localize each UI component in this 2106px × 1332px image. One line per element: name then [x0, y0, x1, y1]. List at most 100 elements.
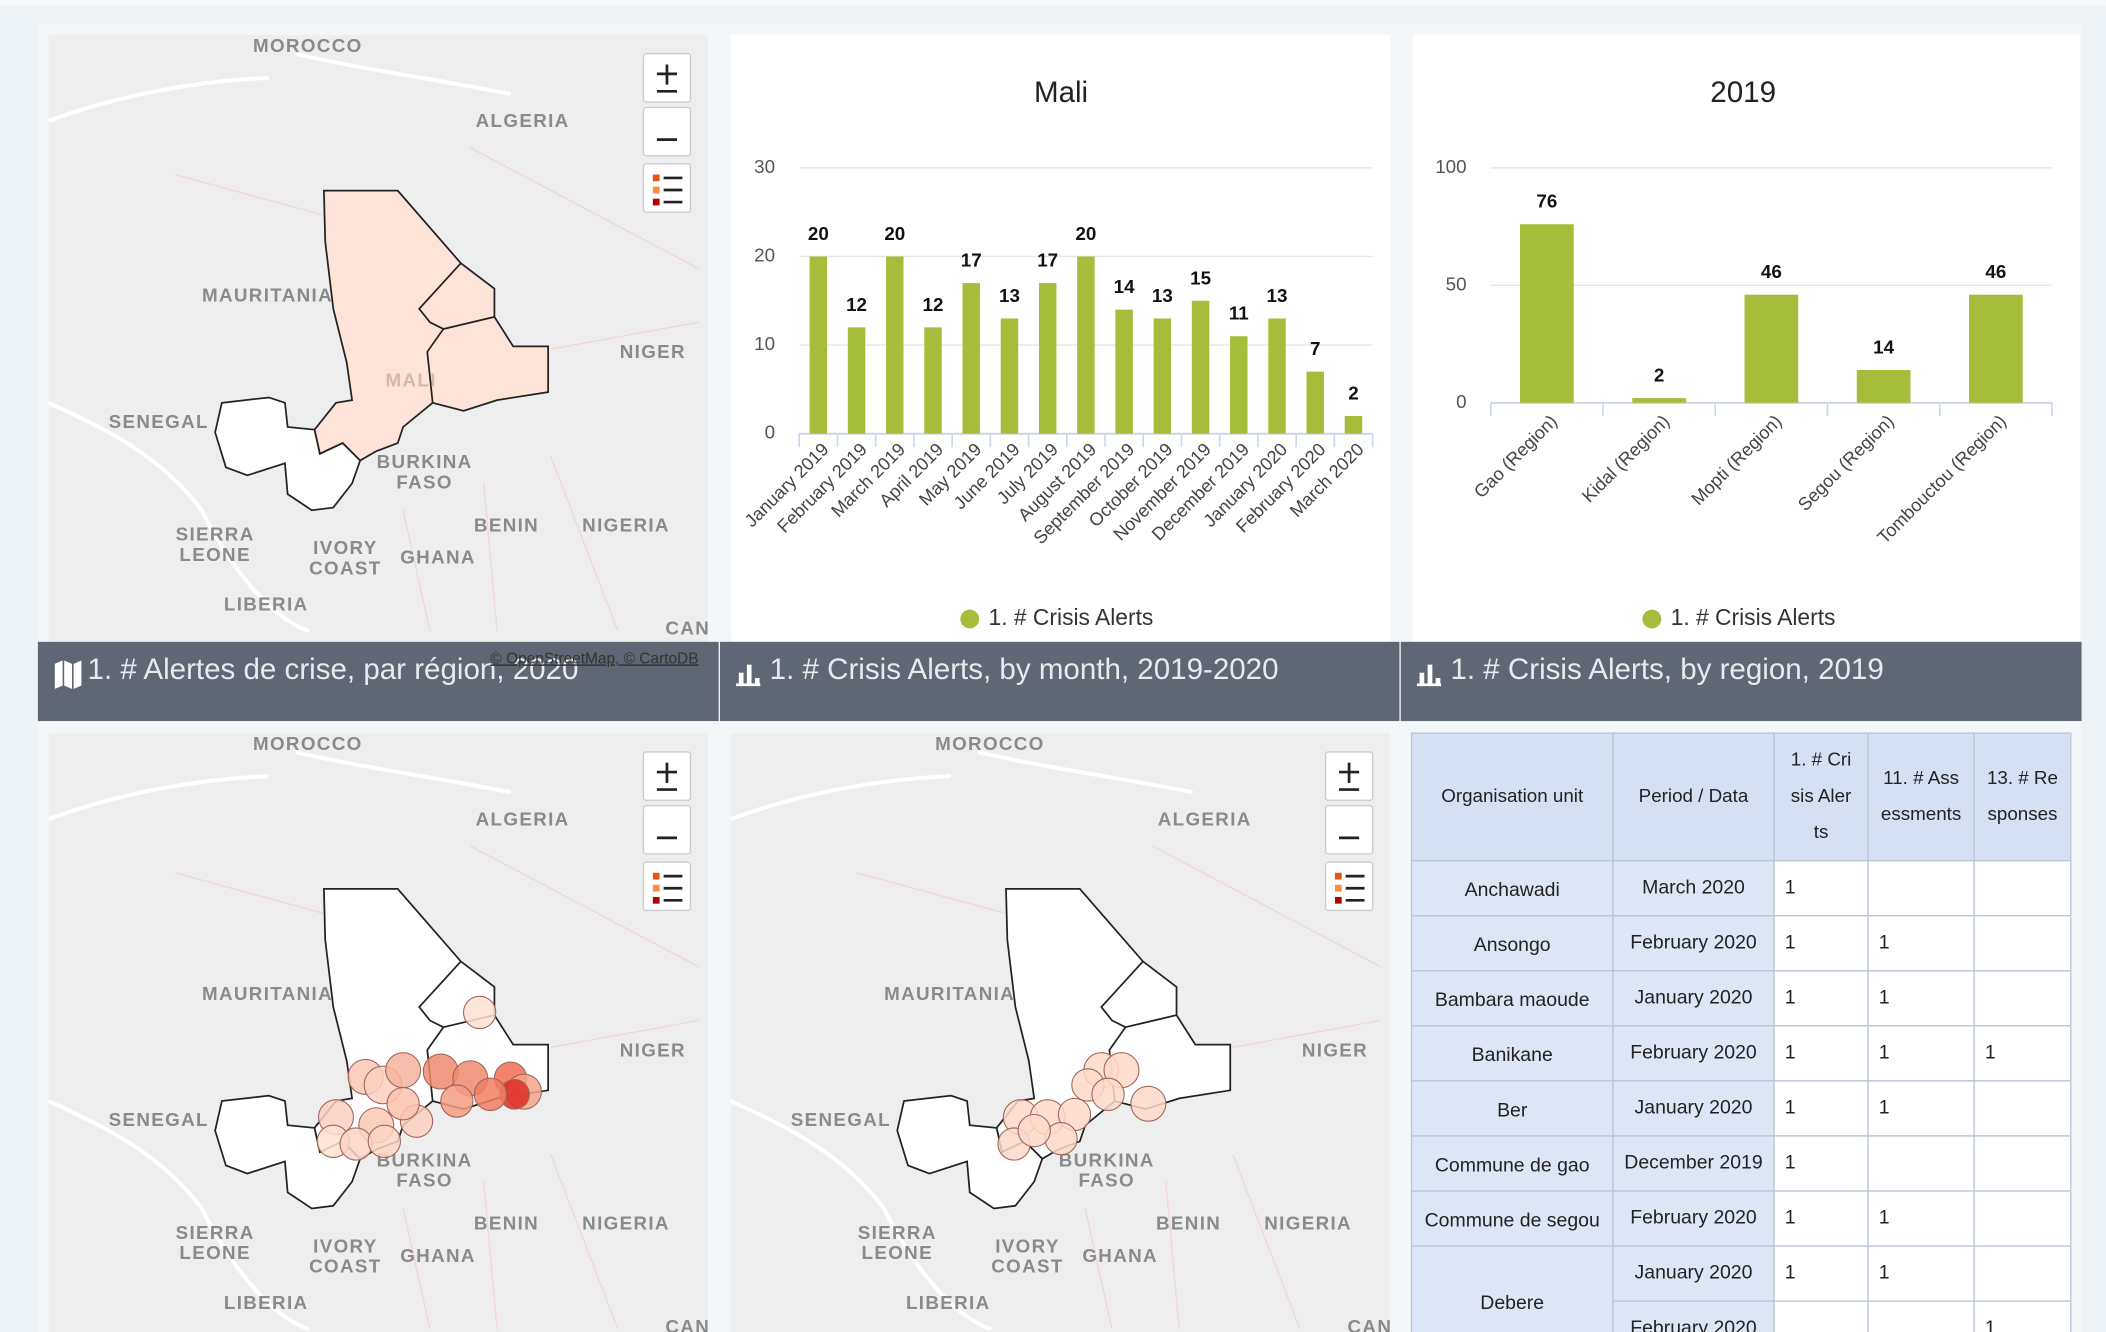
map-label: CAN — [665, 1316, 710, 1332]
map-label: SENEGAL — [791, 1109, 891, 1130]
table-period: February 2020 — [1630, 1207, 1757, 1229]
table-cell — [1773, 1025, 1869, 1082]
map-label: GHANA — [400, 547, 476, 568]
table-value: 1 — [1879, 1207, 1890, 1229]
data-label: 20 — [1075, 223, 1096, 244]
table-header: 1. # Cri sis Aler ts — [1791, 749, 1852, 843]
table-value: 1 — [1785, 1207, 1796, 1229]
data-label: 13 — [1267, 285, 1288, 306]
map-bubble — [385, 1052, 422, 1089]
table-period: February 2020 — [1630, 1317, 1757, 1332]
data-label: 13 — [999, 285, 1020, 306]
table-unit: Anchawadi — [1465, 879, 1560, 901]
panel-header — [1400, 641, 2082, 722]
table-value: 1 — [1879, 1042, 1890, 1064]
map-bubble — [422, 1053, 459, 1090]
table-value: 1 — [1879, 986, 1890, 1008]
chart-title: Mali — [1034, 76, 1088, 109]
table-unit: Ber — [1497, 1099, 1528, 1121]
icon — [652, 884, 660, 892]
data-label: 46 — [1985, 261, 2006, 282]
table-cell — [1973, 860, 2072, 917]
table-cell — [1612, 732, 1775, 862]
legend-marker — [1642, 609, 1662, 629]
map-border — [174, 147, 699, 632]
map-label: NIGERIA — [582, 1213, 670, 1234]
map-label: LIBERIA — [906, 1292, 991, 1313]
map-label: NIGER — [620, 1039, 686, 1060]
panel-title: 1. # Alertes de crise, par région, 2020 — [88, 653, 579, 686]
table-cell — [1867, 860, 1975, 917]
bar — [1038, 283, 1057, 434]
bar-chart-icon — [736, 683, 761, 687]
map-bubble — [367, 1124, 401, 1158]
map: MOROCCO ALGERIA MAURITANIA NIGER SENEGAL BURK… — [730, 733, 1390, 1332]
legend-label: 1. # Crisis Alerts — [1671, 604, 1836, 630]
bar — [847, 327, 866, 434]
map-layer: MOROCCO ALGERIA MAURITANIA NIGER SENEGAL BURK… — [730, 733, 1390, 1332]
map-coast — [48, 749, 511, 1332]
map-label: GHANA — [400, 1245, 476, 1266]
map-minus-button — [1324, 804, 1374, 855]
map-label: MOROCCO — [935, 733, 1045, 754]
data-label: 2 — [1654, 365, 1664, 386]
map-label: IVORY — [995, 1235, 1059, 1256]
mali-region — [896, 1094, 1044, 1210]
panel-header — [37, 641, 719, 722]
table-period: March 2020 — [1642, 876, 1745, 898]
table-cell — [1973, 1190, 2072, 1247]
table-cell — [1410, 1190, 1614, 1247]
y-tick-label: 50 — [1446, 273, 1467, 294]
table-unit: Commune de segou — [1425, 1209, 1600, 1231]
bar — [886, 256, 904, 434]
mali-region — [313, 189, 550, 462]
mali-region — [995, 888, 1232, 1160]
table-value: 1 — [1785, 1097, 1796, 1119]
bar — [1153, 318, 1172, 434]
table-value: 1 — [1785, 876, 1796, 898]
table-cell — [1973, 1135, 2072, 1192]
map-minus-button — [642, 804, 692, 855]
table-value: 1 — [1785, 986, 1796, 1008]
bar — [1969, 294, 2023, 403]
data-label: 20 — [884, 223, 905, 244]
table-cell — [1973, 1245, 2072, 1302]
table-unit: Debere — [1480, 1292, 1544, 1314]
data-label: 17 — [961, 250, 982, 271]
bar — [1344, 415, 1363, 434]
mali-region — [214, 1094, 362, 1210]
bar — [1744, 294, 1799, 403]
bar — [1115, 309, 1133, 434]
table-cell — [1773, 1300, 1869, 1332]
data-label: 14 — [1114, 276, 1135, 297]
y-tick-label: 0 — [1456, 391, 1466, 412]
table-cell — [1410, 1025, 1614, 1082]
map-bubble — [440, 1084, 474, 1118]
icon — [656, 64, 678, 93]
bar-chart-icon — [746, 664, 752, 684]
map-label: COAST — [991, 1256, 1063, 1277]
table-value: 1 — [1879, 1097, 1890, 1119]
bar — [924, 327, 942, 434]
map-bubble — [1091, 1077, 1125, 1111]
map-label: FASO — [1078, 1170, 1135, 1191]
map-label: LEONE — [179, 1242, 250, 1263]
bar-chart-icon — [738, 672, 744, 684]
icon — [1334, 884, 1342, 892]
map-label: SIERRA — [176, 524, 255, 545]
map-bubble — [386, 1087, 420, 1121]
map: MOROCCO ALGERIA MAURITANIA NIGER SENEGAL MALI… — [48, 34, 708, 642]
data-label: 15 — [1190, 267, 1211, 288]
icon — [1339, 762, 1360, 791]
map-label: FASO — [396, 471, 453, 492]
table-cell — [1867, 1135, 1975, 1192]
bar-chart-icon — [1416, 683, 1442, 687]
bar — [1632, 398, 1686, 403]
map-label: LEONE — [179, 544, 250, 565]
y-tick-label: 30 — [754, 156, 775, 177]
map-label: LIBERIA — [224, 594, 309, 615]
table-cell — [1867, 1300, 1975, 1332]
table-cell — [1773, 970, 1869, 1027]
map-label: ALGERIA — [476, 808, 570, 829]
map-label: BURKINA — [377, 1149, 473, 1170]
